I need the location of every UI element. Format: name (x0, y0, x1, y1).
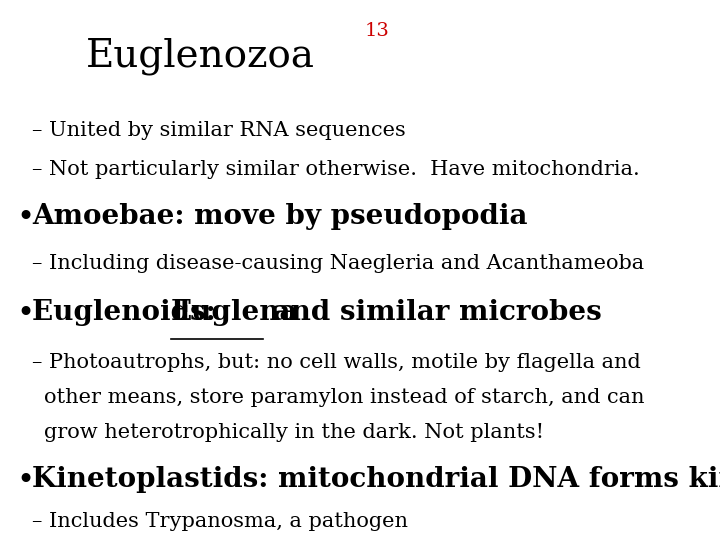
Text: – Photoautrophs, but: no cell walls, motile by flagella and: – Photoautrophs, but: no cell walls, mot… (32, 353, 641, 372)
Text: •: • (16, 203, 34, 234)
Text: 13: 13 (364, 22, 389, 39)
Text: – Not particularly similar otherwise.  Have mitochondria.: – Not particularly similar otherwise. Ha… (32, 160, 640, 179)
Text: Euglena: Euglena (171, 299, 299, 326)
Text: Kinetoplastids: mitochondrial DNA forms kinetoplast: Kinetoplastids: mitochondrial DNA forms … (32, 466, 720, 493)
Text: – Including disease-causing Naegleria and Acanthameoba: – Including disease-causing Naegleria an… (32, 254, 644, 273)
Text: •: • (16, 466, 34, 497)
Text: grow heterotrophically in the dark. Not plants!: grow heterotrophically in the dark. Not … (44, 423, 544, 442)
Text: Euglenozoa: Euglenozoa (86, 38, 315, 75)
Text: Amoebae: move by pseudopodia: Amoebae: move by pseudopodia (32, 203, 528, 230)
Text: Euglenoids:: Euglenoids: (32, 299, 225, 326)
Text: – Includes Trypanosma, a pathogen: – Includes Trypanosma, a pathogen (32, 512, 408, 531)
Text: other means, store paramylon instead of starch, and can: other means, store paramylon instead of … (44, 388, 644, 407)
Text: •: • (16, 299, 34, 330)
Text: – United by similar RNA sequences: – United by similar RNA sequences (32, 122, 406, 140)
Text: and similar microbes: and similar microbes (263, 299, 601, 326)
